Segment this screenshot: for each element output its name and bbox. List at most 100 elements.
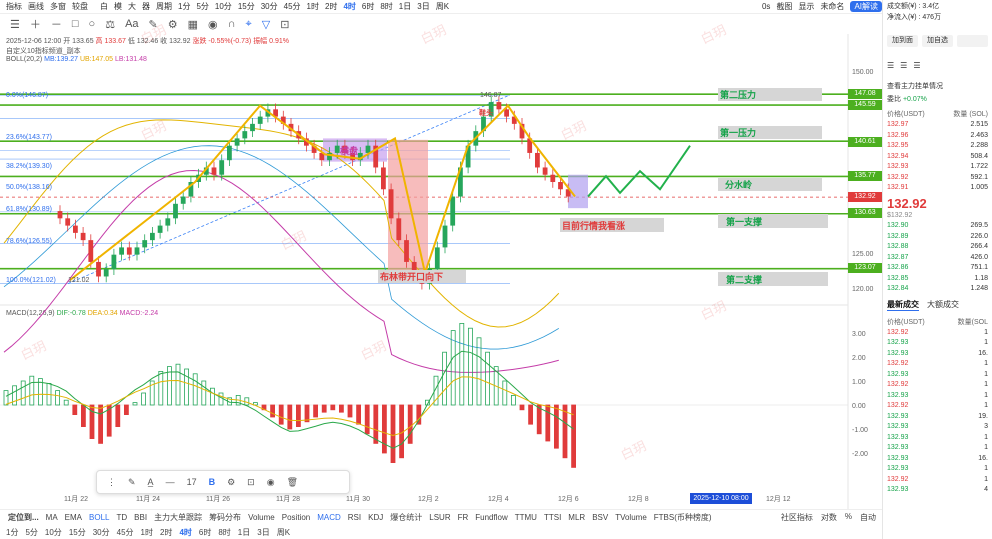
topbar-item[interactable]: 白 [100,2,108,11]
bid-row[interactable]: 132.85 1.18 [883,274,992,285]
lock-icon[interactable]: ⊡ [280,18,290,31]
trade-row[interactable]: 132.93 19. [883,412,992,423]
indicator-item[interactable]: MLR [568,512,586,522]
topbar-item[interactable]: 指标 [6,2,22,11]
topbar-item[interactable]: 1分 [178,2,191,11]
bars-icon[interactable]: ☰ [10,18,20,31]
indicator-item[interactable]: 爆仓统计 [390,512,423,522]
scale-option[interactable]: 社区指标 [780,512,813,522]
topbar-item[interactable]: 3日 [417,2,430,11]
indicator-item[interactable]: 主力大单跟踪 [154,512,203,522]
cursor-icon[interactable]: ⌖ [245,17,252,30]
bid-row[interactable]: 132.86 751.1 [883,263,992,274]
ask-row[interactable]: 132.93 1.722 [883,162,992,173]
topbar-item[interactable]: 较盘 [72,2,88,11]
indicator-item[interactable]: FR [457,512,469,522]
topbar-item[interactable]: 模 [114,2,122,11]
magnet-icon[interactable]: ∩ [227,18,236,30]
indicator-item[interactable]: EMA [64,512,83,522]
scale-option[interactable]: 对数 [820,512,837,522]
period-item[interactable]: 8时 [218,527,231,537]
add-watchlist-button[interactable]: 加自选 [922,35,953,47]
indicator-item[interactable]: BBI [134,512,148,522]
ask-row[interactable]: 132.95 2.288 [883,141,992,152]
indicator-item[interactable]: LSUR [429,512,451,522]
topbar-item[interactable]: 1日 [398,2,412,11]
trade-row[interactable]: 132.92 1 [883,380,992,391]
indicator-item[interactable]: TTMU [514,512,537,522]
tab-large-trades[interactable]: 大额成交 [927,299,959,309]
indicator-item[interactable]: 筹码分布 [209,512,242,522]
topbar-item[interactable]: 6时 [361,2,375,11]
tab-latest-trades[interactable]: 最新成交 [887,299,919,311]
period-item[interactable]: 4时 [179,527,192,537]
topbar-item[interactable]: 4时 [343,2,356,11]
period-item[interactable]: 10分 [44,527,62,537]
pen-icon[interactable]: ✎ [128,476,136,487]
period-item[interactable]: 1时 [140,527,153,537]
eye-icon[interactable]: ◉ [266,476,275,487]
drag-handle-icon[interactable]: ⋮ [107,476,116,487]
period-item[interactable]: 30分 [92,527,110,537]
topbar-item[interactable]: 画线 [28,2,44,11]
topbar-item[interactable]: 多窗 [50,2,66,11]
indicator-item[interactable]: FTBS(币种榜度) [653,512,712,522]
book-both-icon[interactable]: ☰ [887,61,895,70]
main-orders-link[interactable]: 查看主力挂单情况 [887,83,943,90]
add-icon[interactable]: ＋ [29,19,41,31]
bold-button[interactable]: B [208,477,216,487]
topbar-right-item[interactable]: 未命名 [820,2,845,11]
topbar-item[interactable]: 器 [142,2,150,11]
text-icon[interactable]: Aa [125,18,139,30]
trade-row[interactable]: 132.93 1 [883,370,992,381]
circle-icon[interactable]: ○ [88,18,96,30]
settings-icon[interactable]: ⚙ [167,18,178,31]
add-panel-button[interactable]: 加到面 [887,35,918,47]
topbar-item[interactable]: 2时 [324,2,338,11]
line-icon[interactable]: — [165,477,175,487]
trade-row[interactable]: 132.93 4 [883,485,992,496]
trade-row[interactable]: 132.93 1 [883,338,992,349]
topbar-item[interactable]: 30分 [260,2,278,11]
topbar-right-item[interactable]: 截图 [776,2,793,11]
trade-row[interactable]: 132.92 1 [883,359,992,370]
period-item[interactable]: 1分 [6,527,19,537]
book-bid-icon[interactable]: ☰ [900,61,908,70]
trade-row[interactable]: 132.92 1 [883,401,992,412]
locate-button[interactable]: 定位到... [8,512,39,522]
indicator-item[interactable]: TVolume [615,512,647,522]
ask-row[interactable]: 132.94 508.4 [883,152,992,163]
trade-row[interactable]: 132.92 1 [883,328,992,339]
indicator-item[interactable]: KDJ [368,512,384,522]
trade-row[interactable]: 132.93 1 [883,443,992,454]
bid-row[interactable]: 132.90 269.5 [883,221,992,232]
ask-row[interactable]: 132.97 2.515 [883,120,992,131]
period-item[interactable]: 周K [276,527,291,537]
topbar-item[interactable]: 5分 [196,2,209,11]
minus-icon[interactable]: － [50,19,62,31]
topbar-right-item[interactable]: 0s [761,2,771,11]
more-button[interactable] [957,35,988,47]
ask-row[interactable]: 132.96 2.463 [883,131,992,142]
trade-row[interactable]: 132.93 1 [883,391,992,402]
bid-row[interactable]: 132.88 266.4 [883,242,992,253]
period-item[interactable]: 5分 [25,527,38,537]
indicator-item[interactable]: Volume [248,512,275,522]
topbar-item[interactable]: 15分 [237,2,255,11]
indicator-item[interactable]: TTSI [543,512,562,522]
ai-analysis-button[interactable]: AI解读 [850,1,882,12]
indicator-item[interactable]: BOLL [89,512,110,522]
scale-icon[interactable]: ⚖ [105,18,116,31]
trade-row[interactable]: 132.93 16. [883,349,992,360]
book-ask-icon[interactable]: ☰ [913,61,921,70]
trash-icon[interactable]: 🗑 [286,476,298,487]
indicator-item[interactable]: MACD [317,512,341,522]
topbar-right-item[interactable]: 显示 [798,2,815,11]
topbar-item[interactable]: 1时 [306,2,319,11]
topbar-item[interactable]: 周K [435,2,450,11]
bid-row[interactable]: 132.89 226.0 [883,232,992,243]
period-item[interactable]: 2时 [159,527,173,537]
topbar-item[interactable]: 8时 [380,2,393,11]
lock-icon[interactable]: ⊡ [247,476,255,487]
trade-row[interactable]: 132.93 1 [883,433,992,444]
